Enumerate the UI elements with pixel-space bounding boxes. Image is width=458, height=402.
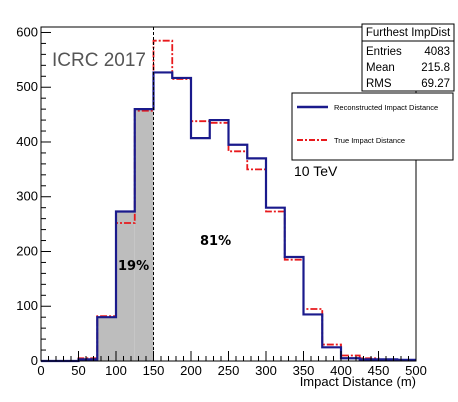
series-true <box>41 39 416 362</box>
shaded-bin <box>97 317 116 361</box>
shaded-region-layer <box>97 109 154 361</box>
y-tick-label: 600 <box>16 24 38 39</box>
x-tick-label: 400 <box>330 363 352 378</box>
y-tick-label: 300 <box>16 189 38 204</box>
legend-label-reconstructed: Reconstructed Impact Distance <box>334 103 438 112</box>
y-tick-label: 0 <box>31 353 38 368</box>
stats-box: Furthest ImpDist Entries 4083 Mean 215.8… <box>361 23 455 92</box>
energy-label: 10 TeV <box>294 163 338 179</box>
stats-mean-label: Mean <box>366 62 395 74</box>
x-axis-title: Impact Distance (m) <box>300 374 416 389</box>
x-tick-label: 350 <box>293 363 315 378</box>
x-tick-label: 150 <box>143 363 165 378</box>
stats-rms-label: RMS <box>366 78 392 90</box>
legend-box <box>291 92 454 161</box>
x-tick-label: 300 <box>255 363 277 378</box>
y-tick-label: 100 <box>16 298 38 313</box>
x-tick-label: 50 <box>71 363 85 378</box>
watermark-label: ICRC 2017 <box>52 50 146 71</box>
stats-box-body <box>361 40 455 92</box>
x-tick-label: 0 <box>37 363 44 378</box>
x-tick-label: 500 <box>405 363 427 378</box>
stats-box-title: Furthest ImpDist <box>366 27 451 39</box>
x-tick-label: 200 <box>180 363 202 378</box>
series-layer <box>41 27 416 363</box>
stats-mean-value: 215.8 <box>421 62 450 74</box>
legend: Reconstructed Impact Distance True Impac… <box>291 92 454 161</box>
shaded-bin <box>116 211 135 361</box>
stats-entries-value: 4083 <box>424 46 450 58</box>
x-tick-label: 450 <box>368 363 390 378</box>
right-percent-label: 81% <box>200 234 231 249</box>
y-tick-label: 200 <box>16 243 38 258</box>
y-tick-label: 500 <box>16 79 38 94</box>
legend-label-true: True Impact Distance <box>334 136 405 145</box>
y-tick-label: 400 <box>16 134 38 149</box>
plot-frame <box>40 26 417 362</box>
shaded-bin <box>134 109 154 361</box>
left-percent-label: 19% <box>118 259 149 274</box>
axis-layer: 0 50 100 150 200 250 300 350 400 450 500 0 100 200 300… <box>16 24 427 378</box>
x-tick-label: 100 <box>105 363 127 378</box>
stats-entries-label: Entries <box>366 46 402 58</box>
stats-rms-value: 69.27 <box>421 78 450 90</box>
x-tick-label: 250 <box>218 363 240 378</box>
